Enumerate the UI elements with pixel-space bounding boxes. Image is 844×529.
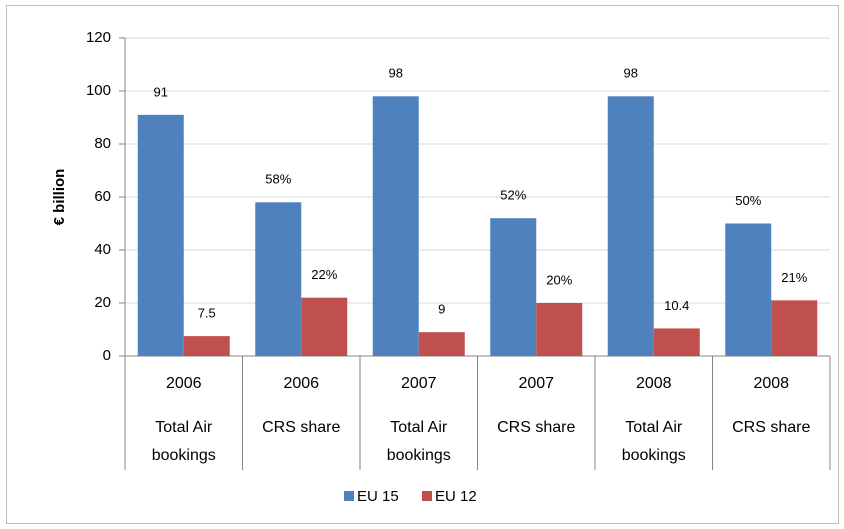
- legend-swatch: [344, 491, 354, 501]
- data-label: 10.4: [664, 298, 689, 313]
- x-tick-label: 2007: [518, 375, 554, 392]
- bar: [490, 218, 537, 356]
- x-group-label: CRS share: [497, 419, 575, 436]
- bar: [137, 114, 184, 356]
- x-group-label: Total Air bookings: [622, 419, 686, 464]
- y-axis-label: € billion: [51, 169, 68, 226]
- bar: [725, 223, 772, 356]
- bar: [607, 96, 654, 357]
- legend-label: EU 15: [357, 488, 399, 505]
- y-tick-label: 80: [94, 135, 111, 152]
- data-label: 50%: [735, 193, 761, 208]
- bar: [771, 300, 818, 356]
- bar: [653, 328, 700, 356]
- y-tick-label: 0: [103, 347, 111, 364]
- bar: [418, 332, 465, 356]
- data-label: 91: [154, 84, 168, 99]
- data-label: 52%: [500, 188, 526, 203]
- x-group-label: Total Air bookings: [387, 419, 451, 464]
- x-tick-label: 2006: [166, 375, 202, 392]
- bar: [372, 96, 419, 357]
- x-tick-label: 2007: [401, 375, 437, 392]
- y-tick-label: 20: [94, 294, 111, 311]
- x-group-label: Total Air bookings: [152, 419, 216, 464]
- chart-border: [6, 5, 839, 524]
- data-label: 98: [624, 66, 638, 81]
- bar: [255, 202, 302, 356]
- y-tick-label: 40: [94, 241, 111, 258]
- x-tick-label: 2006: [283, 375, 319, 392]
- legend-label: EU 12: [435, 488, 477, 505]
- x-tick-label: 2008: [753, 375, 789, 392]
- y-tick-label: 60: [94, 188, 111, 205]
- data-label: 98: [389, 66, 403, 81]
- legend-swatch: [422, 491, 432, 501]
- data-label: 9: [438, 302, 445, 317]
- data-label: 20%: [546, 272, 572, 287]
- bar: [536, 303, 583, 356]
- y-tick-label: 100: [86, 82, 111, 99]
- x-tick-label: 2008: [636, 375, 672, 392]
- bar: [183, 336, 230, 356]
- data-label: 22%: [311, 267, 337, 282]
- y-tick-label: 120: [86, 29, 111, 46]
- x-group-label: CRS share: [732, 419, 810, 436]
- data-label: 58%: [265, 172, 291, 187]
- x-group-label: CRS share: [262, 419, 340, 436]
- data-label: 7.5: [198, 306, 216, 321]
- bar: [301, 297, 348, 356]
- data-label: 21%: [781, 270, 807, 285]
